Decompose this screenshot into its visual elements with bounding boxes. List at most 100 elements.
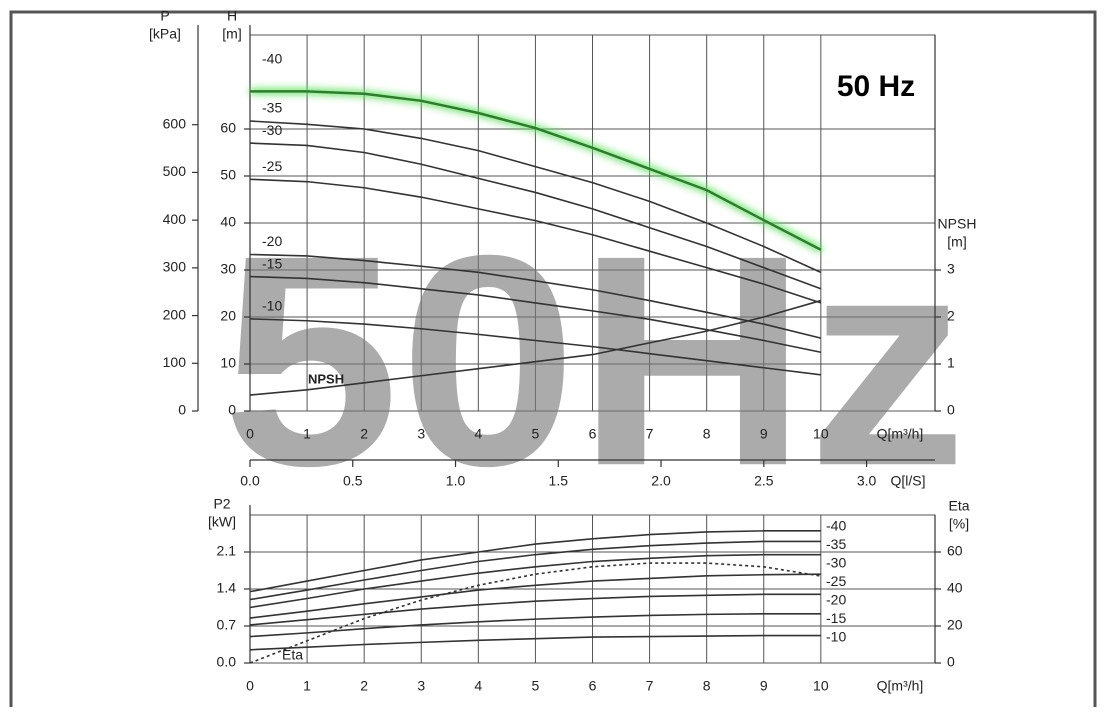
series-line <box>249 275 821 354</box>
series-label: -15 <box>826 610 846 626</box>
x-tick-label: 0 <box>246 678 254 694</box>
x-tick-label: 6 <box>589 678 597 694</box>
series-line <box>249 318 821 376</box>
series-line <box>249 253 822 339</box>
y-tick-label: 10 <box>220 355 236 371</box>
y2-axis-label: [m] <box>947 234 966 250</box>
series-line <box>249 562 821 664</box>
x-tick-label: 10 <box>813 678 829 694</box>
series-line <box>249 540 821 601</box>
series-label: -25 <box>826 573 846 589</box>
series-label: -25 <box>262 158 282 174</box>
x2-axis-label: Q[l/S] <box>890 473 925 489</box>
chart-title: 50 Hz <box>837 70 915 103</box>
x-tick-label: 10 <box>813 426 829 442</box>
x2-tick-label: 2.0 <box>651 473 671 489</box>
p-tick-label: 400 <box>163 211 187 227</box>
series-label: -20 <box>262 233 282 249</box>
x2-tick-label: 2.5 <box>754 473 774 489</box>
x-tick-label: 8 <box>703 426 711 442</box>
series-line <box>250 90 822 251</box>
x-tick-label: 8 <box>703 678 711 694</box>
x-tick-label: 7 <box>646 678 654 694</box>
series-line <box>249 178 822 304</box>
x-tick-label: 5 <box>532 678 540 694</box>
series-label: -35 <box>262 100 282 116</box>
x2-tick-label: 0.5 <box>343 473 363 489</box>
y-axis-label: [kW] <box>208 514 236 530</box>
p-tick-label: 600 <box>163 115 187 131</box>
p-tick-label: 200 <box>163 306 187 322</box>
x-tick-label: 1 <box>303 678 311 694</box>
series-label: -10 <box>262 298 282 314</box>
series-line <box>249 634 821 651</box>
y-tick-label: 2.1 <box>217 543 237 559</box>
y-axis-label: [m] <box>222 26 241 42</box>
y-tick-label: 0 <box>228 402 236 418</box>
p-tick-label: 500 <box>163 163 187 179</box>
y-tick-label: 50 <box>220 167 236 183</box>
x-tick-label: 3 <box>417 678 425 694</box>
y-tick-label: 30 <box>220 261 236 277</box>
series-line <box>249 299 822 396</box>
series-line <box>249 553 821 609</box>
x-axis-label: Q[m³/h] <box>877 678 924 694</box>
y-tick-label: 0.7 <box>217 617 237 633</box>
series-label: Eta <box>282 647 303 663</box>
x-tick-label: 4 <box>474 426 482 442</box>
series-label: -30 <box>826 555 846 571</box>
x-tick-label: 2 <box>360 426 368 442</box>
series-line <box>249 573 821 619</box>
series-label: -40 <box>826 518 846 534</box>
x-tick-label: 7 <box>646 426 654 442</box>
series-label: -10 <box>826 629 846 645</box>
x-tick-label: 0 <box>246 426 254 442</box>
y-tick-label: 40 <box>220 214 236 230</box>
frame <box>9 10 1097 712</box>
y2-tick-label: 0 <box>947 402 955 418</box>
y-axis-label: P2 <box>213 496 230 512</box>
series-line <box>249 613 821 638</box>
y-tick-label: 60 <box>220 120 236 136</box>
x-tick-label: 9 <box>760 678 768 694</box>
series-line <box>249 593 821 626</box>
series-label: -40 <box>262 51 282 67</box>
x-tick-label: 6 <box>589 426 597 442</box>
y-tick-label: 0.0 <box>217 654 237 670</box>
p-tick-label: 100 <box>163 354 187 370</box>
x2-tick-label: 0.0 <box>240 473 260 489</box>
x-tick-label: 1 <box>303 426 311 442</box>
series-line <box>249 142 822 290</box>
series-label: NPSH <box>308 371 344 386</box>
y2-tick-label: 1 <box>947 355 955 371</box>
x-axis-label: Q[m³/h] <box>877 426 924 442</box>
x2-tick-label: 1.0 <box>446 473 466 489</box>
y-tick-label: 20 <box>220 308 236 324</box>
series-line <box>249 120 822 274</box>
y2-axis-label: NPSH <box>938 216 977 232</box>
y2-tick-label: 2 <box>947 308 955 324</box>
y2-axis-label: [%] <box>949 516 969 532</box>
y2-tick-label: 0 <box>947 654 955 670</box>
p-tick-label: 300 <box>163 259 187 275</box>
series-label: -35 <box>826 536 846 552</box>
y2-tick-label: 20 <box>947 617 963 633</box>
x-tick-label: 4 <box>474 678 482 694</box>
p-axis-label: [kPa] <box>149 26 181 42</box>
y2-tick-label: 60 <box>947 543 963 559</box>
x-tick-label: 3 <box>417 426 425 442</box>
series-label: -15 <box>262 255 282 271</box>
p-axis-label: P <box>160 8 169 24</box>
y-axis-label: H <box>227 8 237 24</box>
x-tick-label: 9 <box>760 426 768 442</box>
y2-tick-label: 3 <box>947 261 955 277</box>
y-tick-label: 1.4 <box>217 580 237 596</box>
x2-tick-label: 3.0 <box>857 473 877 489</box>
watermark: 50Hz <box>222 192 967 528</box>
x-tick-label: 2 <box>360 678 368 694</box>
x-tick-label: 5 <box>532 426 540 442</box>
x2-tick-label: 1.5 <box>549 473 569 489</box>
series-line <box>249 530 821 593</box>
series-label: -30 <box>262 122 282 138</box>
